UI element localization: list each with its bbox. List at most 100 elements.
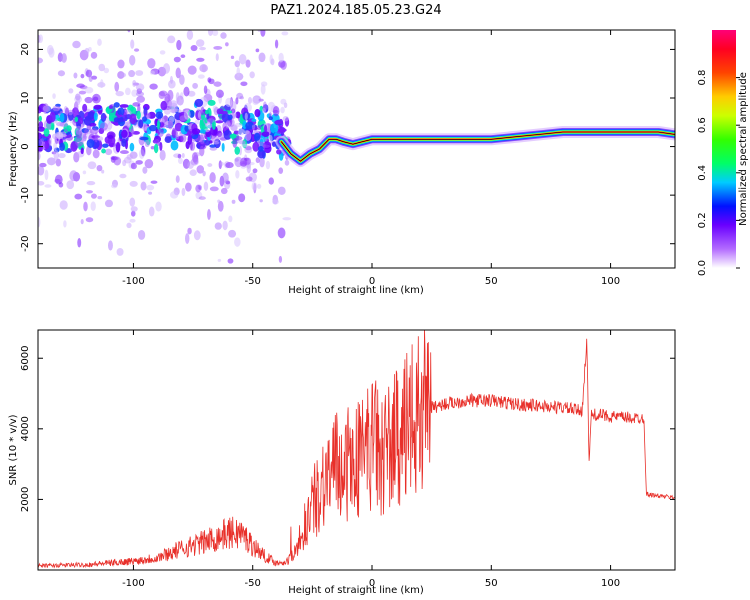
spectrogram-cell — [181, 187, 186, 197]
spectrogram-cell — [114, 13, 118, 22]
spectrogram-cell — [209, 144, 217, 148]
spectrogram-cell — [199, 145, 205, 157]
spectrogram-cell — [108, 105, 113, 109]
spectrogram-cell — [185, 182, 192, 192]
spectrogram-cell — [86, 138, 95, 148]
spectrogram-cell — [217, 132, 225, 140]
spectrogram-cell — [238, 140, 246, 145]
spectrogram-cell — [154, 139, 160, 144]
spectrogram-cell — [59, 142, 65, 152]
spectrogram-cell — [213, 81, 222, 87]
spectrogram-cell — [80, 73, 85, 79]
spectrogram-cell — [221, 142, 225, 152]
spectrogram-cell — [59, 122, 69, 127]
spectrogram-cell — [227, 258, 234, 264]
spec-y-tick-label: -20 — [20, 236, 31, 252]
spectrogram-cell — [164, 108, 171, 115]
spectrogram-cell — [201, 64, 207, 73]
spectrogram-cell — [136, 91, 145, 97]
spec-y-tick-label: 10 — [20, 92, 31, 105]
spectrogram-cell — [146, 184, 155, 191]
spectrogram-cell — [144, 139, 150, 148]
spectrogram-cell — [265, 160, 271, 170]
spectrogram-cell — [119, 72, 127, 78]
spectrogram-cell — [205, 123, 214, 128]
spectrogram-cell — [126, 154, 134, 160]
spectrogram-cell — [229, 133, 237, 139]
spectrogram-cell — [234, 146, 240, 155]
spectrogram-cell — [43, 128, 50, 137]
spectrogram-cell — [238, 193, 246, 203]
snr-panel: -100 -50 0 50 100 2000 4000 6000 Height of str… — [8, 329, 676, 596]
spectrogram-cell — [75, 93, 81, 101]
spectrogram-cell — [264, 124, 268, 133]
spectrogram-cell — [92, 149, 100, 159]
spectrogram-cell — [175, 92, 180, 103]
spectrogram-cell — [136, 95, 145, 103]
spectrogram-cell — [269, 54, 273, 65]
spectrogram-cell — [44, 141, 50, 150]
spectrogram-cell — [232, 137, 238, 148]
spectrogram-cell — [162, 63, 171, 74]
spectrogram-cell — [276, 149, 282, 155]
spectrogram-cell — [210, 125, 218, 136]
spectrogram-cell — [121, 138, 127, 148]
spectrogram-cell — [114, 81, 120, 92]
chart-title: PAZ1.2024.185.05.23.G24 — [270, 3, 441, 18]
spectrogram-cell — [235, 111, 241, 119]
spectrogram-cell — [177, 153, 182, 159]
spectrogram-cell — [170, 140, 179, 151]
spectrogram-cell — [156, 128, 164, 138]
spectrogram-cell — [129, 197, 136, 207]
spectrogram-cell — [137, 229, 146, 240]
spectrogram-cell — [57, 152, 66, 159]
spectrogram-cell — [259, 156, 265, 168]
spectrogram-cell — [115, 142, 121, 153]
spectrogram-cell — [203, 85, 208, 94]
spectrogram-cell — [268, 134, 273, 143]
spectrogram-ridge-line — [281, 131, 675, 162]
spectrogram-cell — [225, 120, 231, 129]
spectrogram-cell — [90, 201, 96, 212]
spectrogram-cell — [82, 103, 88, 112]
spec-y-tick-label: 0 — [20, 143, 31, 149]
spectrogram-cell — [169, 102, 178, 114]
spectrogram-cell — [39, 138, 45, 147]
spectrogram-cell — [92, 139, 100, 149]
spectrogram-cell — [59, 200, 68, 210]
spectrogram-cell — [220, 162, 224, 166]
spectrogram-cell — [278, 255, 283, 263]
spectrogram-cell — [252, 141, 260, 152]
spectrogram-cell — [52, 105, 61, 112]
spectrogram-cell — [38, 165, 45, 176]
spectrogram-cell — [38, 181, 45, 186]
spectrogram-cell — [215, 89, 224, 98]
spectrogram-cell — [170, 191, 179, 199]
spectrogram-cell — [245, 59, 251, 68]
spectrogram-cell — [175, 175, 180, 183]
spectrogram-cell — [102, 143, 109, 148]
spectrogram-cell — [278, 128, 287, 133]
spectrogram-cell — [207, 163, 213, 167]
spectrogram-cell — [236, 67, 241, 78]
spectrogram-cell — [38, 146, 44, 150]
spectrogram-cell — [80, 218, 84, 225]
spectrogram-cell — [113, 117, 120, 123]
spectrogram-cell — [60, 54, 67, 63]
spectrogram-cell — [196, 165, 205, 174]
spectrogram-cell — [222, 220, 228, 231]
spectrogram-cell — [73, 72, 78, 79]
spectrogram-cell — [167, 120, 174, 130]
spectrogram-cell — [119, 150, 129, 155]
spectrogram-cell — [259, 199, 263, 203]
spectrogram-cell — [220, 32, 227, 39]
spectrogram-cell — [217, 199, 221, 203]
spectrogram-cell — [113, 102, 120, 108]
spectrogram-cell — [140, 181, 147, 191]
snr-x-tick-label: -50 — [245, 578, 261, 589]
snr-y-tick-label: 2000 — [20, 487, 31, 512]
spectrogram-cell — [129, 142, 135, 152]
spectrogram-cell — [94, 132, 98, 143]
spectrogram-cell — [198, 17, 202, 24]
spectrogram-cell — [280, 106, 285, 114]
